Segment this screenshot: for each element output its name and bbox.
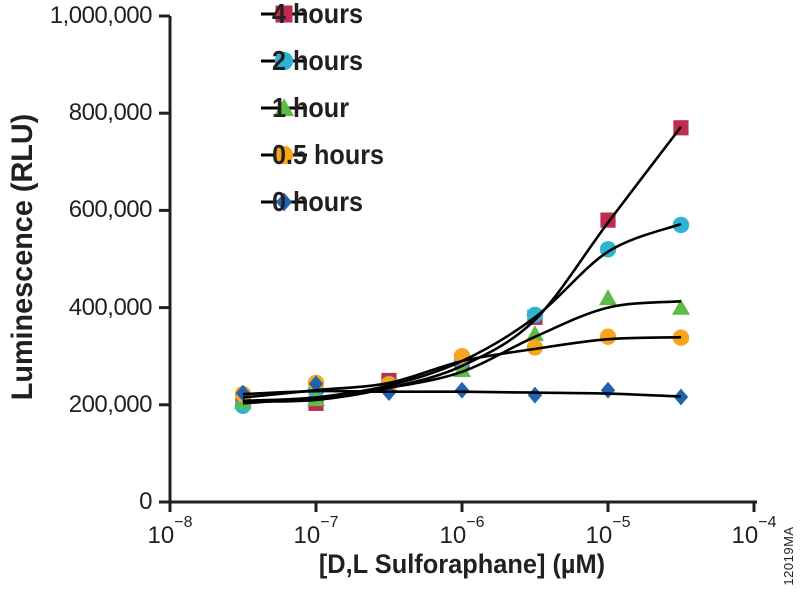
y-axis-title: Luminescence (RLU)	[6, 113, 39, 401]
data-marker-circle	[274, 51, 294, 71]
y-tick-label: 0	[139, 488, 152, 515]
fit-curve	[242, 389, 682, 398]
legend-item: 4 hours	[260, 0, 373, 29]
y-tick-label: 600,000	[68, 196, 153, 224]
y-tick-label: 800,000	[68, 99, 153, 127]
axis-lines	[168, 16, 757, 504]
legend-marker-triangle-icon	[261, 98, 307, 117]
legend-label: 0 hours	[272, 186, 364, 217]
legend-item: 0.5 hours	[260, 140, 396, 170]
x-tick-label: 10−7	[293, 514, 339, 549]
data-marker-circle	[526, 339, 544, 356]
data-marker-square	[275, 5, 293, 23]
part-number: 12019MA	[781, 526, 796, 586]
legend-label: 2 hours	[272, 45, 364, 76]
data-marker-diamond	[275, 192, 293, 212]
legend-item: 2 hours	[260, 46, 373, 76]
data-marker-diamond	[308, 375, 324, 393]
data-marker-diamond	[527, 386, 543, 404]
x-tick-label: 10−8	[147, 514, 193, 549]
legend-label: 4 hours	[272, 0, 364, 29]
data-marker-triangle	[273, 98, 295, 117]
x-tick-label: 10−4	[731, 514, 777, 549]
data-marker-circle	[274, 145, 294, 165]
legend-marker-diamond-icon	[261, 192, 307, 212]
data-marker-diamond	[600, 381, 616, 399]
y-tick-label: 400,000	[68, 293, 153, 321]
legend-marker-circle-icon	[261, 145, 307, 165]
data-marker-triangle	[671, 299, 690, 315]
data-marker-triangle	[599, 289, 617, 306]
legend-item: 1 hour	[260, 93, 358, 123]
legend-label: 1 hour	[272, 92, 350, 123]
legend-label: 0.5 hours	[272, 139, 385, 170]
legend-item: 0 hours	[260, 187, 373, 217]
y-tick-label: 200,000	[68, 390, 153, 418]
data-marker-circle	[599, 328, 617, 345]
legend-marker-circle-icon	[261, 51, 307, 71]
fit-curve	[242, 300, 682, 403]
x-axis-title: [D,L Sulforaphane] (µM)	[318, 549, 606, 579]
legend-marker-square-icon	[261, 5, 307, 23]
data-marker-triangle	[525, 325, 544, 342]
data-marker-diamond	[454, 381, 470, 399]
x-tick-label: 10−5	[585, 514, 631, 549]
x-tick-label: 10−6	[439, 514, 485, 549]
y-tick-label: 1,000,000	[49, 2, 153, 29]
